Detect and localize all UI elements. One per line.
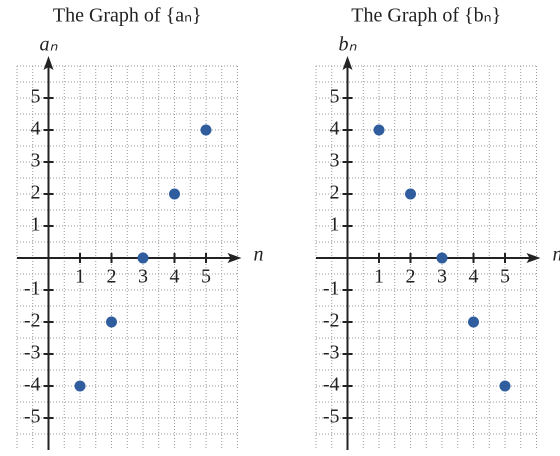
x-tick-label: 5 bbox=[500, 266, 510, 288]
x-axis-label: n bbox=[254, 244, 264, 266]
y-tick-label: -4 bbox=[323, 374, 340, 396]
y-tick-label: -2 bbox=[323, 310, 340, 332]
y-tick-label: 1 bbox=[31, 214, 41, 236]
x-axis-label: n bbox=[553, 244, 560, 266]
point bbox=[499, 380, 511, 392]
y-tick-label: 2 bbox=[31, 182, 41, 204]
y-arrow bbox=[342, 56, 353, 70]
point bbox=[436, 252, 448, 264]
x-tick-label: 4 bbox=[469, 266, 479, 288]
chart-title: The Graph of {aₙ} bbox=[53, 5, 202, 27]
point bbox=[468, 316, 479, 328]
y-tick-label: 5 bbox=[31, 86, 41, 108]
x-tick-label: 1 bbox=[374, 266, 384, 288]
y-tick-label: -2 bbox=[24, 310, 41, 332]
y-tick-label: -3 bbox=[24, 342, 41, 364]
y-tick-label: -1 bbox=[323, 278, 340, 300]
point bbox=[373, 124, 385, 136]
y-arrow bbox=[43, 56, 54, 70]
y-tick-label: 5 bbox=[330, 86, 340, 108]
point bbox=[200, 124, 212, 136]
x-tick-label: 2 bbox=[107, 266, 117, 288]
y-tick-label: -5 bbox=[24, 406, 41, 428]
x-tick-label: 3 bbox=[437, 266, 447, 288]
point bbox=[74, 380, 86, 392]
y-tick-label: -3 bbox=[323, 342, 340, 364]
point bbox=[137, 252, 149, 264]
y-tick-label: 3 bbox=[31, 150, 41, 172]
y-tick-label: 3 bbox=[330, 150, 340, 172]
point bbox=[169, 188, 180, 200]
x-tick-label: 3 bbox=[138, 266, 148, 288]
point bbox=[405, 188, 416, 200]
chart-title: The Graph of {bₙ} bbox=[351, 5, 501, 27]
x-tick-label: 1 bbox=[75, 266, 85, 288]
point bbox=[106, 316, 117, 328]
y-axis-label: bₙ bbox=[339, 34, 358, 56]
y-axis-label: aₙ bbox=[40, 34, 59, 56]
y-tick-label: 4 bbox=[330, 118, 340, 140]
y-tick-label: -1 bbox=[24, 278, 41, 300]
x-tick-label: 5 bbox=[201, 266, 211, 288]
x-arrow bbox=[227, 253, 242, 263]
y-tick-label: 4 bbox=[31, 118, 41, 140]
x-arrow bbox=[526, 253, 541, 263]
y-tick-label: 1 bbox=[330, 214, 340, 236]
y-tick-label: 2 bbox=[330, 182, 340, 204]
y-tick-label: -5 bbox=[323, 406, 340, 428]
y-tick-label: -4 bbox=[24, 374, 41, 396]
x-tick-label: 2 bbox=[406, 266, 416, 288]
x-tick-label: 4 bbox=[170, 266, 180, 288]
